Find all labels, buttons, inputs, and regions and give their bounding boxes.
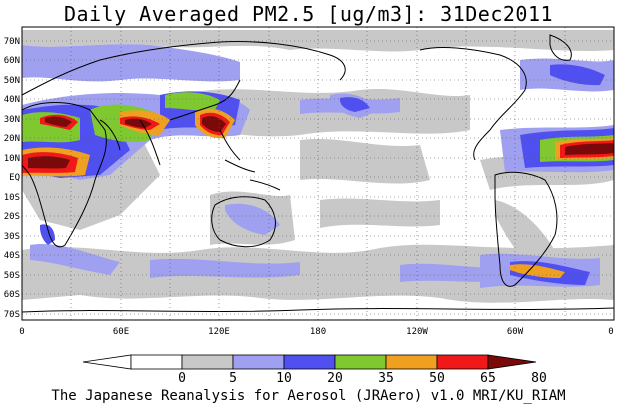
lat-label: 70N <box>4 37 20 47</box>
colorbar-tick-label: 0 <box>178 371 186 385</box>
map-title: Daily Averaged PM2.5 [ug/m3]: 31Dec2011 <box>63 2 554 26</box>
pm25-map: 70N 60N 50N 40N 30N 20N 10N EQ 10S 20S 3… <box>4 26 615 337</box>
lat-label: 10S <box>4 193 20 203</box>
colorbar-tick-label: 65 <box>480 371 496 385</box>
colorbar-segment <box>334 354 387 370</box>
lat-label: 40S <box>4 251 20 261</box>
lon-label: 0 <box>19 327 24 337</box>
lon-label: 120E <box>208 327 230 337</box>
colorbar-segment <box>82 354 132 370</box>
colorbar-tick-label: 5 <box>229 371 237 385</box>
colorbar-segment <box>385 354 438 370</box>
map-frame <box>21 26 615 321</box>
lat-label: 60S <box>4 290 20 300</box>
colorbar-tick-label: 20 <box>327 371 343 385</box>
lat-label: 40N <box>4 95 20 105</box>
lat-label: 50N <box>4 76 20 86</box>
lon-label: 180 <box>310 327 326 337</box>
lon-label: 60W <box>507 327 524 337</box>
colorbar-segment <box>487 354 537 370</box>
lat-label: 20S <box>4 212 20 222</box>
lat-label: 20N <box>4 134 20 144</box>
lon-label: 0 <box>608 327 613 337</box>
colorbar-tick-label: 80 <box>531 371 547 385</box>
colorbar-segment <box>181 354 234 370</box>
colorbar-segment <box>436 354 489 370</box>
lat-label: EQ <box>9 173 20 183</box>
colorbar-tick-label: 10 <box>276 371 292 385</box>
pm25-field-layer <box>22 27 614 320</box>
colorbar-tick-label: 35 <box>378 371 394 385</box>
credit-line: The Japanese Reanalysis for Aerosol (JRA… <box>51 388 566 404</box>
lon-label: 120W <box>406 327 428 337</box>
colorbar-segment <box>283 354 336 370</box>
lat-label: 10N <box>4 154 20 164</box>
lat-label: 60N <box>4 56 20 66</box>
lon-label: 60E <box>113 327 129 337</box>
lat-label: 50S <box>4 271 20 281</box>
colorbar-segment <box>130 354 183 370</box>
colorbar: 0 5 10 20 35 50 65 80 <box>82 354 547 385</box>
lat-label: 30S <box>4 232 20 242</box>
colorbar-segment <box>232 354 285 370</box>
colorbar-tick-label: 50 <box>429 371 445 385</box>
lat-label: 30N <box>4 115 20 125</box>
lat-label: 70S <box>4 310 20 320</box>
